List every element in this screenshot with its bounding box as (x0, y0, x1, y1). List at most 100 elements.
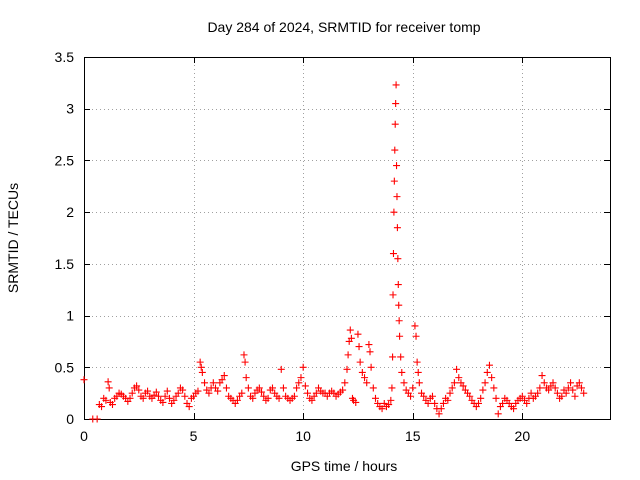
data-point (104, 378, 112, 386)
data-point (390, 177, 398, 185)
data-point (242, 374, 250, 382)
data-point (409, 384, 417, 392)
data-point (343, 365, 351, 373)
data-point (181, 392, 189, 400)
data-point (391, 146, 399, 154)
data-point (366, 348, 374, 356)
data-point (580, 389, 588, 397)
data-point (209, 379, 217, 387)
y-tick-label: 0 (66, 411, 74, 427)
data-point (393, 224, 401, 232)
data-point (420, 392, 428, 400)
data-point (159, 398, 167, 406)
data-point (194, 387, 202, 395)
data-point (179, 386, 187, 394)
data-point (161, 392, 169, 400)
data-point (155, 392, 163, 400)
data-point (393, 162, 401, 170)
data-point (388, 384, 396, 392)
y-tick-label: 1 (66, 308, 74, 324)
data-point (128, 389, 136, 397)
data-point (527, 389, 535, 397)
data-point (562, 389, 570, 397)
data-point (295, 379, 303, 387)
data-point (490, 384, 498, 392)
data-point (391, 120, 399, 128)
data-point (135, 386, 143, 394)
data-point (567, 379, 575, 387)
data-point (385, 401, 393, 409)
data-point (218, 376, 226, 384)
data-point (290, 392, 298, 400)
data-point (293, 384, 301, 392)
data-point (455, 374, 463, 382)
data-point (396, 332, 404, 340)
data-point (475, 399, 482, 407)
data-point (387, 396, 395, 404)
data-point (205, 389, 213, 397)
data-point (244, 384, 252, 392)
data-point (275, 394, 283, 402)
plot-frame (84, 57, 611, 420)
data-point (477, 394, 485, 402)
data-point (196, 358, 204, 366)
data-point (437, 405, 445, 413)
data-point (492, 394, 500, 402)
data-point (394, 255, 402, 263)
data-point (378, 405, 386, 413)
data-point (355, 343, 363, 351)
data-point (575, 379, 583, 387)
data-point (395, 301, 403, 309)
data-point (356, 358, 364, 366)
data-point (392, 100, 400, 108)
data-point (249, 394, 257, 402)
data-point (439, 399, 447, 407)
data-point (551, 384, 559, 392)
data-point (98, 403, 106, 411)
data-point (108, 401, 116, 409)
data-point (126, 394, 134, 402)
data-point (428, 392, 436, 400)
data-point (133, 382, 141, 390)
data-point (358, 368, 366, 376)
data-point (363, 379, 371, 387)
data-point (264, 394, 272, 402)
data-point (538, 372, 546, 380)
data-point (299, 363, 307, 371)
data-point (390, 208, 398, 216)
data-point (139, 394, 147, 402)
data-point (499, 399, 507, 407)
data-point (435, 410, 443, 418)
data-point (361, 374, 369, 382)
y-tick-label: 2 (66, 204, 74, 220)
data-point (301, 382, 309, 390)
data-point (238, 389, 246, 397)
data-point (446, 389, 454, 397)
x-tick-label: 0 (80, 428, 88, 444)
data-point (549, 379, 557, 387)
data-point (571, 392, 579, 400)
data-point (163, 387, 171, 395)
data-point (569, 386, 577, 394)
data-point (578, 384, 586, 392)
data-point (553, 389, 561, 397)
data-point (393, 193, 401, 201)
data-point (255, 384, 263, 392)
data-point (367, 363, 375, 371)
data-point (395, 317, 403, 325)
data-point (518, 392, 526, 400)
x-tick-label: 10 (295, 428, 311, 444)
data-point (481, 379, 489, 387)
data-point (170, 396, 178, 404)
data-point (277, 365, 285, 373)
x-axis-label: GPS time / hours (291, 458, 398, 474)
data-point (371, 394, 379, 402)
data-point (233, 396, 241, 404)
data-point (304, 389, 312, 397)
data-point (448, 384, 456, 392)
y-tick-label: 1.5 (55, 256, 75, 272)
data-point (185, 403, 193, 411)
data-point (483, 368, 491, 376)
data-point (412, 332, 420, 340)
